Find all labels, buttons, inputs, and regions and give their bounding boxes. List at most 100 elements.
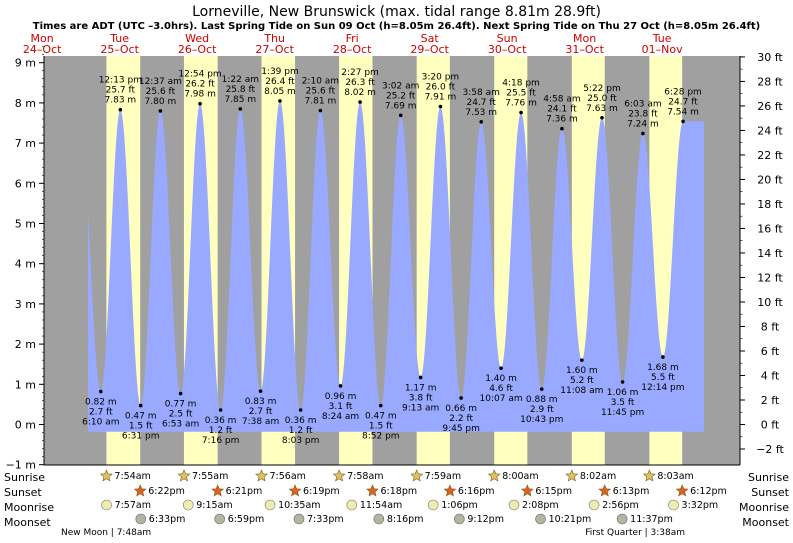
day-label-date-4: 28–Oct — [333, 43, 372, 56]
day-label-date-2: 26–Oct — [178, 43, 217, 56]
tide-ft-28: 23.8 ft — [628, 109, 658, 119]
moonset-time-4: 9:12pm — [467, 514, 504, 525]
moonrise-time-6: 2:56pm — [602, 500, 639, 511]
sunset-time-1: 6:21pm — [226, 486, 263, 497]
moonset-time-0: 6:33pm — [149, 514, 186, 525]
tide-point-27 — [620, 380, 625, 384]
tide-time-21: 10:07 am — [480, 394, 523, 404]
tide-point-4 — [158, 109, 163, 113]
moonrise-icon-6 — [588, 499, 600, 511]
day-label-dow-7: Mon — [573, 32, 596, 45]
tide-point-15 — [378, 403, 383, 408]
tide-time-8: 1:22 am — [222, 75, 259, 85]
tide-ft-20: 24.7 ft — [466, 98, 496, 108]
moonrise-time-4: 1:06pm — [441, 500, 478, 511]
tide-m-12: 7.81 m — [305, 97, 337, 107]
y-tick-label-ft-6: 10 ft — [757, 296, 783, 309]
moonrise-time-3: 11:54am — [360, 500, 402, 511]
row-label-sunrise-right: Sunrise — [748, 471, 789, 484]
y-tick-label-ft-4: 6 ft — [761, 345, 780, 358]
tide-m-6: 7.98 m — [184, 90, 216, 100]
moonset-time-5: 10:21pm — [549, 514, 592, 525]
row-label-sunset: Sunset — [4, 486, 42, 499]
tide-ft-15: 1.5 ft — [369, 422, 393, 432]
sunset-time-0: 6:22pm — [148, 486, 185, 497]
chart-subtitle: Times are ADT (UTC –3.0hrs). Last Spring… — [33, 21, 760, 32]
tide-m-5: 0.77 m — [165, 400, 197, 410]
day-label-date-7: 31–Oct — [565, 43, 604, 56]
y-tick-label-ft-11: 20 ft — [757, 173, 783, 186]
y-tick-label-ft-2: 2 ft — [761, 394, 780, 407]
row-label-moonrise-right: Moonrise — [739, 501, 789, 514]
tide-point-16 — [398, 113, 403, 118]
sunset-time-4: 6:16pm — [458, 486, 495, 497]
tide-ft-24: 24.1 ft — [547, 105, 577, 115]
y-tick-label-ft-16: 30 ft — [757, 51, 783, 64]
tide-ft-17: 3.8 ft — [409, 393, 433, 403]
tide-time-9: 7:38 am — [242, 417, 279, 427]
tide-m-4: 7.80 m — [145, 97, 177, 107]
sunset-icon-1 — [211, 484, 225, 497]
tide-ft-25: 5.2 ft — [570, 376, 594, 386]
tide-point-1 — [99, 389, 103, 394]
tide-point-8 — [238, 107, 243, 111]
chart-title: Lorneville, New Brunswick (max. tidal ra… — [192, 4, 601, 20]
day-label-dow-5: Sat — [421, 32, 440, 45]
tide-point-7 — [218, 408, 223, 412]
tide-point-20 — [479, 119, 484, 124]
tide-time-2: 12:13 pm — [99, 76, 142, 86]
tide-time-1: 6:10 am — [82, 418, 119, 428]
row-label-sunrise: Sunrise — [4, 471, 45, 484]
row-label-moonrise: Moonrise — [4, 501, 54, 514]
day-label-date-3: 27–Oct — [255, 43, 294, 56]
tide-m-13: 0.96 m — [325, 392, 357, 402]
sunrise-icon-1 — [177, 469, 191, 482]
tide-m-16: 7.69 m — [385, 101, 417, 111]
tide-ft-16: 25.2 ft — [386, 91, 416, 101]
sunset-icon-6 — [598, 484, 612, 497]
moonrise-time-2: 10:35am — [278, 500, 320, 511]
moonset-time-6: 11:37pm — [630, 514, 673, 525]
moonset-time-3: 8:16pm — [387, 514, 424, 525]
tide-time-3: 6:31 pm — [122, 432, 160, 442]
tide-m-15: 0.47 m — [365, 412, 397, 422]
sunset-time-3: 6:18pm — [380, 486, 417, 497]
sunrise-icon-7 — [642, 469, 656, 482]
tide-ft-1: 2.7 ft — [89, 408, 113, 418]
y-tick-label-m-7: 6 m — [15, 177, 36, 190]
tide-ft-10: 26.4 ft — [265, 77, 295, 87]
row-label-sunset-right: Sunset — [751, 486, 789, 499]
day-label-dow-3: Thu — [263, 32, 285, 45]
moonrise-icon-1 — [182, 499, 194, 511]
tide-ft-13: 3.1 ft — [329, 402, 353, 412]
tide-m-8: 7.85 m — [224, 95, 256, 105]
tide-time-28: 6:03 am — [624, 99, 661, 109]
tide-m-20: 7.53 m — [465, 108, 497, 118]
tide-ft-12: 25.6 ft — [306, 87, 336, 97]
tide-time-20: 3:58 am — [463, 88, 500, 98]
moonrise-icon-3 — [346, 499, 358, 511]
sunrise-time-4: 7:59am — [425, 471, 461, 482]
tide-ft-27: 3.5 ft — [611, 398, 635, 408]
moonset-time-2: 7:33pm — [307, 514, 344, 525]
moon-phase-1: First Quarter | 3:38am — [585, 528, 685, 538]
y-tick-label-ft-8: 14 ft — [757, 247, 783, 260]
sunset-icon-5 — [520, 484, 534, 497]
tide-time-22: 4:18 pm — [502, 79, 540, 89]
moonrise-icon-2 — [264, 499, 276, 511]
tide-ft-11: 1.2 ft — [289, 426, 313, 436]
moonset-icon-3 — [373, 513, 385, 525]
tide-point-17 — [418, 375, 423, 380]
tide-ft-30: 24.7 ft — [668, 97, 698, 107]
tide-time-18: 3:20 pm — [422, 73, 460, 83]
tide-m-7: 0.36 m — [205, 416, 237, 426]
sunrise-time-3: 7:58am — [347, 471, 383, 482]
y-tick-label-ft-10: 18 ft — [757, 198, 783, 211]
day-label-dow-0: Mon — [31, 32, 54, 45]
tide-ft-22: 25.5 ft — [506, 89, 536, 99]
moonset-icon-5 — [535, 513, 546, 525]
tide-point-9 — [258, 389, 263, 393]
tide-point-30 — [681, 119, 685, 124]
day-label-dow-8: Tue — [652, 32, 672, 45]
